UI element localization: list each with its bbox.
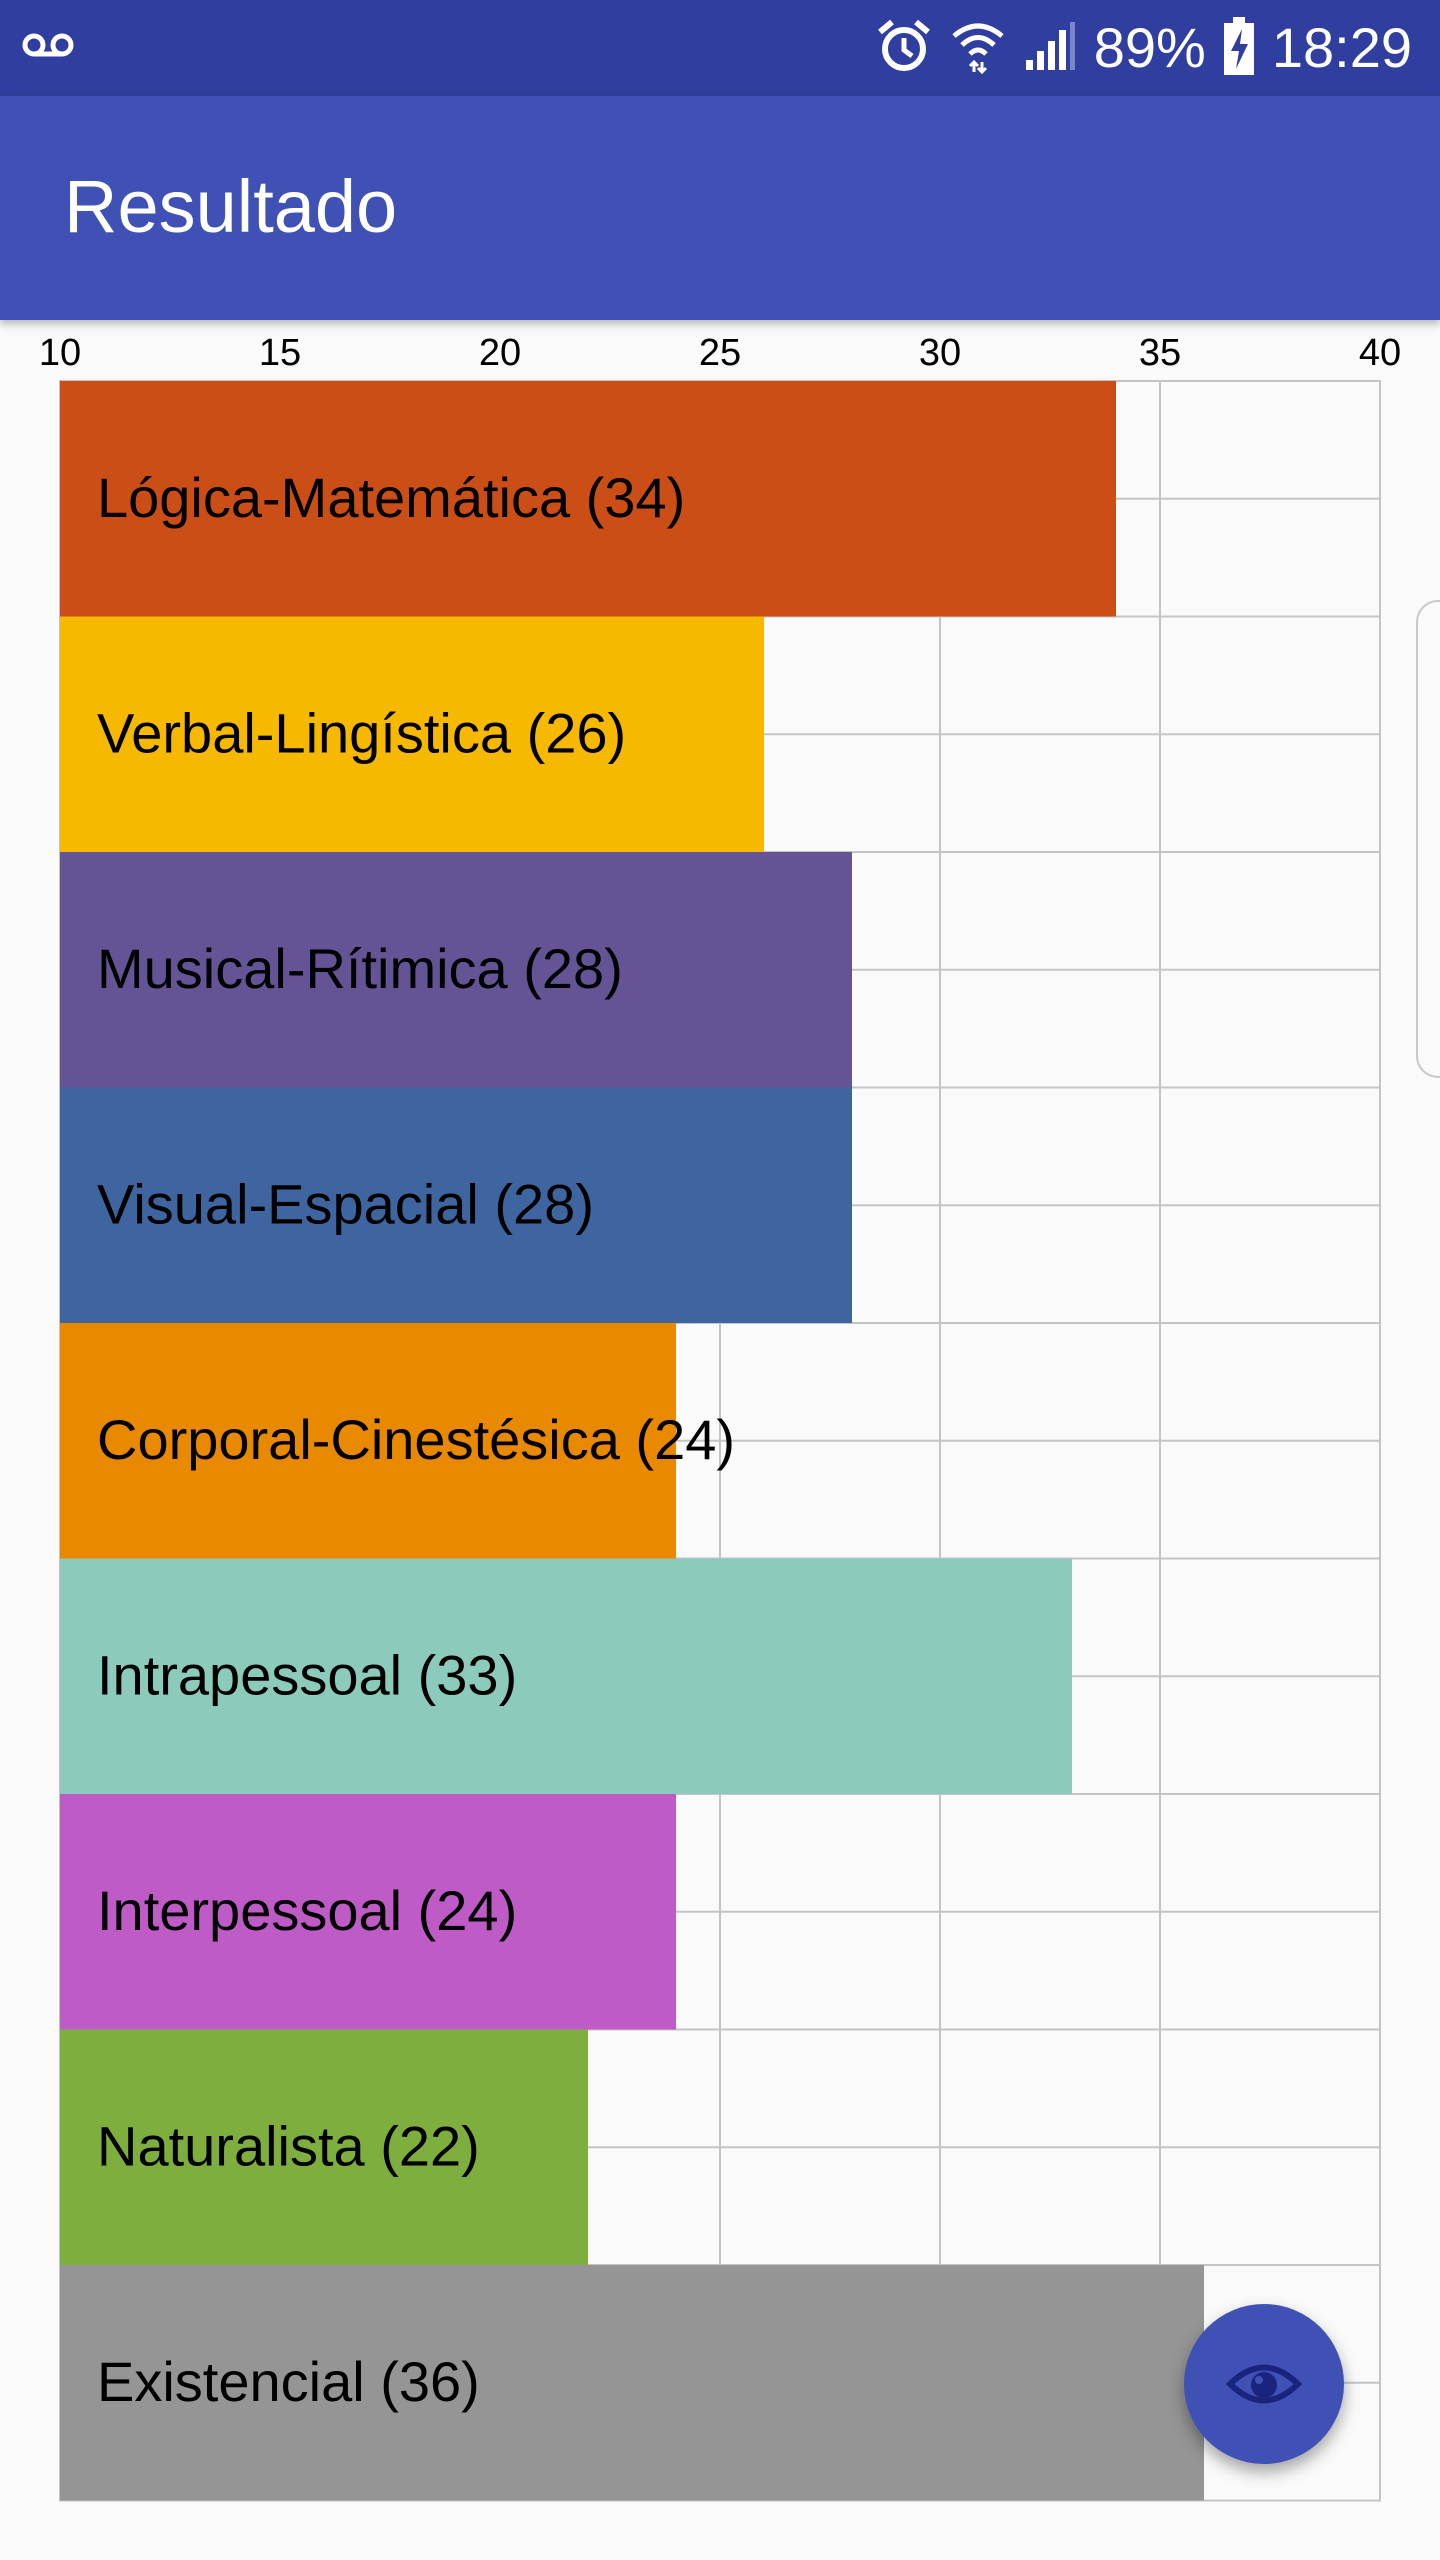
x-tick-label: 15 [259,332,301,374]
x-tick-label: 40 [1359,332,1401,374]
bar [60,852,852,1088]
bar-label: Interpessoal (24) [97,1879,517,1942]
bar [60,2029,588,2265]
bar-label: Lógica-Matemática (34) [97,466,685,529]
bar-label: Verbal-Lingística (26) [97,701,626,764]
bar [60,1323,676,1559]
status-time: 18:29 [1271,16,1412,79]
bar-label: Corporal-Cinestésica (24) [97,1408,735,1471]
x-tick-label: 30 [919,332,961,374]
x-tick-label: 25 [699,332,741,374]
bar [60,1794,676,2030]
bar [60,2265,1204,2501]
eye-icon [1226,2364,1302,2404]
bar-label: Naturalista (22) [97,2114,480,2177]
bar [60,616,764,852]
edge-panel-handle[interactable] [1416,600,1440,1078]
x-tick-label: 35 [1139,332,1181,374]
bar-label: Existencial (36) [97,2350,480,2413]
voicemail-icon [22,30,74,65]
bar [60,1087,852,1323]
view-fab-button[interactable] [1184,2304,1344,2464]
bar [60,381,1116,617]
page-title: Resultado [64,165,398,248]
bar-label: Intrapessoal (33) [97,1643,517,1706]
x-tick-label: 10 [39,332,81,374]
status-bar: 89% 18:29 [0,0,1440,96]
result-bar-chart: 10 15 20 25 30 35 40 Lógica-Matemática (34) Verb… [39,332,1401,2502]
bar-label: Musical-Rítimica (28) [97,937,623,1000]
battery-charging-icon [1223,16,1254,80]
signal-icon [1024,20,1076,77]
bar-label: Visual-Espacial (28) [97,1172,594,1235]
wifi-icon [950,18,1006,79]
bar [60,1558,1072,1794]
alarm-icon [876,18,932,79]
app-bar: Resultado [0,96,1440,320]
battery-percent: 89% [1093,16,1206,79]
x-tick-label: 20 [479,332,521,374]
